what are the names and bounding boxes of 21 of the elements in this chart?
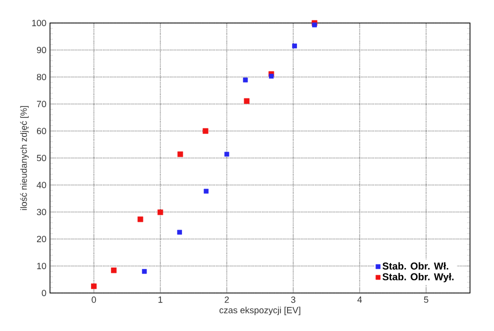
y-tick-label: 0 — [42, 290, 46, 296]
x-tick-label: 1 — [158, 296, 162, 303]
y-tick-label: 10 — [37, 262, 46, 270]
y-tick-label: 30 — [36, 208, 46, 216]
y-tick-label: 70 — [36, 100, 46, 108]
x-tick-label: 5 — [424, 296, 428, 303]
y-tick-label: 80 — [36, 74, 46, 80]
y-axis-title: ilość nieudanych zdjęć [%] — [20, 106, 29, 210]
y-tick-label: 100 — [32, 20, 46, 26]
y-tick-label: 20 — [36, 236, 46, 242]
x-tick-label: 4 — [357, 296, 362, 303]
legend-label: Stab. Obr. Wł. — [382, 262, 448, 270]
x-tick-label: 3 — [291, 296, 296, 303]
y-tick-label: 50 — [36, 154, 46, 162]
y-tick-label: 60 — [36, 128, 46, 134]
x-tick-label: 0 — [92, 296, 96, 303]
x-axis-title: czas ekspozycji [EV] — [220, 306, 300, 316]
x-tick-label: 2 — [224, 296, 229, 303]
legend-label: Stab. Obr. Wył. — [382, 273, 454, 282]
y-tick-label: 90 — [36, 46, 46, 54]
y-tick-label: 40 — [36, 182, 46, 188]
